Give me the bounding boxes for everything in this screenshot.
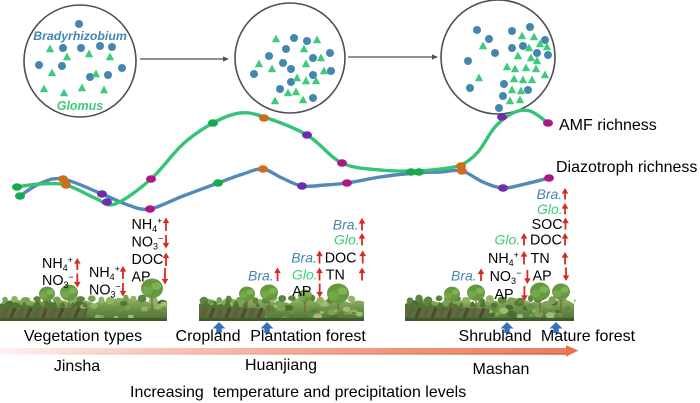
svg-text:DOC: DOC xyxy=(530,233,562,249)
svg-text:DOC: DOC xyxy=(132,252,164,268)
svg-text:AP: AP xyxy=(292,284,311,300)
svg-text:NH4+: NH4+ xyxy=(42,255,73,273)
svg-text:Shrubland: Shrubland xyxy=(459,328,532,345)
svg-text:Mashan: Mashan xyxy=(473,361,530,378)
svg-text:NH4+: NH4+ xyxy=(89,264,120,282)
svg-text:NO3−: NO3− xyxy=(490,268,522,286)
svg-text:Vegetation types: Vegetation types xyxy=(24,328,142,345)
svg-text:Bra.: Bra. xyxy=(248,268,274,284)
svg-text:AP: AP xyxy=(132,270,151,286)
svg-text:Bra.: Bra. xyxy=(333,217,359,233)
svg-text:Plantation forest: Plantation forest xyxy=(250,328,366,345)
svg-text:Bra.: Bra. xyxy=(291,250,317,266)
svg-text:NH4+: NH4+ xyxy=(132,216,163,234)
svg-text:Glomus: Glomus xyxy=(57,99,104,113)
svg-text:Mature forest: Mature forest xyxy=(541,328,636,345)
svg-text:AP: AP xyxy=(495,287,514,303)
svg-text:NH4+: NH4+ xyxy=(488,250,519,268)
svg-text:TN: TN xyxy=(531,251,550,267)
svg-text:NO3−: NO3− xyxy=(132,234,164,252)
svg-text:Diazotroph richness: Diazotroph richness xyxy=(556,159,697,176)
svg-text:Glo.: Glo. xyxy=(495,232,521,248)
svg-text:Bra.: Bra. xyxy=(451,268,477,284)
svg-text:NO3−: NO3− xyxy=(89,282,121,300)
svg-text:Glo.: Glo. xyxy=(292,267,318,283)
svg-text:SOC: SOC xyxy=(532,217,563,233)
svg-text:Bra.: Bra. xyxy=(537,186,563,202)
svg-text:Jinsha: Jinsha xyxy=(54,358,100,375)
svg-text:Bradyrhizobium: Bradyrhizobium xyxy=(33,29,127,43)
svg-text:DOC: DOC xyxy=(325,251,357,267)
svg-text:TN: TN xyxy=(326,268,345,284)
svg-text:Increasing temperature and pr: Increasing temperature and precipitation… xyxy=(130,384,466,401)
svg-text:Huanjiang: Huanjiang xyxy=(245,357,317,374)
svg-text:Glo.: Glo. xyxy=(537,201,563,217)
svg-text:Cropland: Cropland xyxy=(176,328,241,345)
svg-text:AP: AP xyxy=(533,269,552,285)
svg-text:Glo.: Glo. xyxy=(334,232,360,248)
svg-text:AMF richness: AMF richness xyxy=(559,117,657,134)
